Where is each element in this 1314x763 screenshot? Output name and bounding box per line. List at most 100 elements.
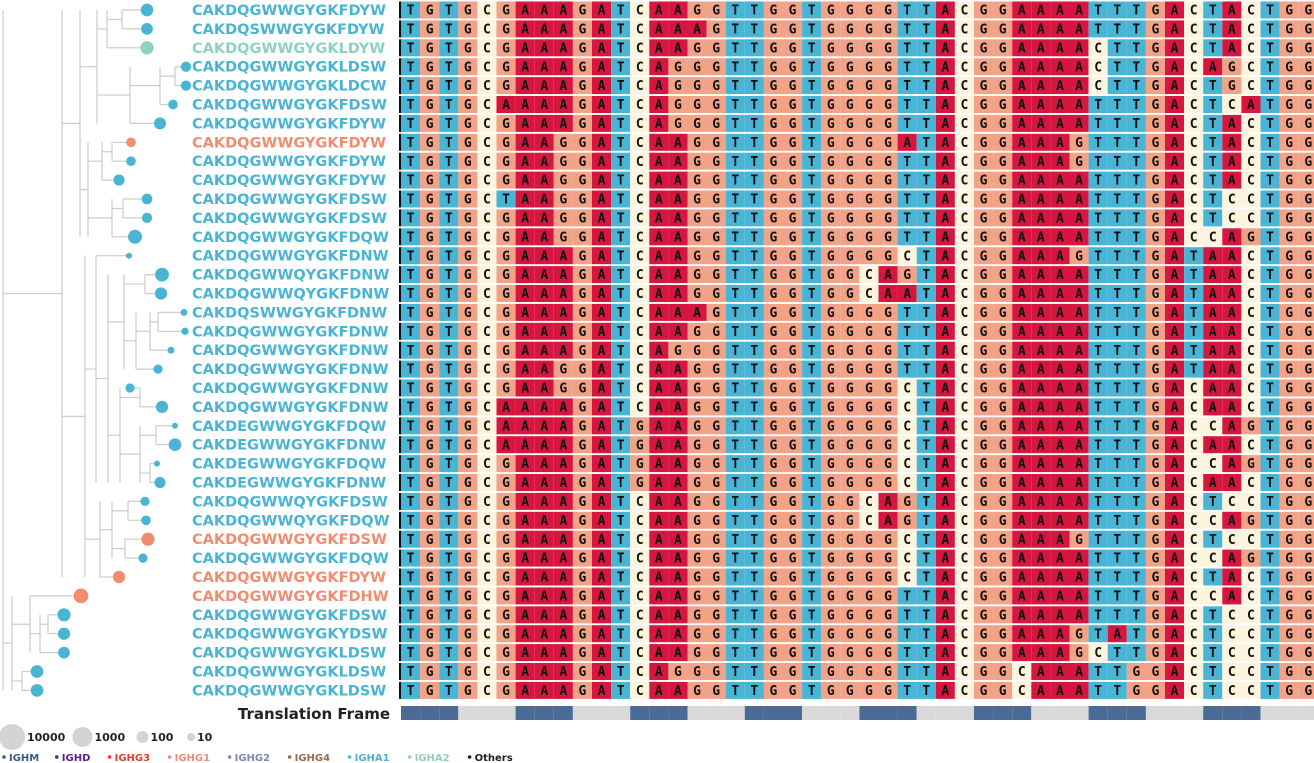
- nt-letter: A: [1171, 401, 1179, 416]
- cdr3-label: CAKDEGWWGYGKFDNW: [192, 476, 386, 492]
- nt-cell: [458, 133, 478, 151]
- nt-letter: G: [1152, 306, 1160, 321]
- nt-cell: [1107, 1, 1127, 19]
- nt-letter: G: [1152, 401, 1160, 416]
- nt-letter: C: [636, 4, 644, 19]
- nt-letter: C: [1190, 646, 1198, 661]
- nt-letter: A: [1056, 363, 1064, 378]
- nt-letter: G: [502, 155, 510, 170]
- nt-letter: G: [770, 249, 778, 264]
- nt-cell: [1031, 39, 1051, 57]
- nt-letter: C: [483, 684, 491, 699]
- nt-letter: T: [922, 230, 930, 245]
- nt-letter: T: [1094, 4, 1102, 19]
- nt-letter: G: [1247, 457, 1255, 472]
- nt-letter: T: [617, 419, 625, 434]
- nt-letter: G: [464, 665, 472, 680]
- nt-letter: T: [1094, 136, 1102, 151]
- nt-letter: T: [445, 476, 453, 491]
- nt-letter: G: [712, 457, 720, 472]
- nt-letter: G: [999, 665, 1007, 680]
- nt-cell: [1069, 341, 1089, 359]
- nt-letter: C: [636, 344, 644, 359]
- nt-letter: G: [579, 514, 587, 529]
- nt-letter: A: [540, 438, 548, 453]
- nt-letter: T: [617, 41, 625, 56]
- nt-letter: A: [521, 608, 529, 623]
- nt-letter: T: [1209, 608, 1217, 623]
- cdr3-label: CAKDQGWWGYGKFDYW: [192, 154, 386, 170]
- nt-letter: A: [598, 287, 606, 302]
- nt-letter: A: [1018, 590, 1026, 605]
- nt-cell: [1241, 285, 1261, 302]
- nt-letter: T: [1132, 60, 1140, 75]
- tree-node: [168, 438, 182, 452]
- nt-cell: [1012, 228, 1032, 246]
- size-legend-circle: [136, 731, 149, 743]
- nt-letter: G: [693, 665, 701, 680]
- nt-letter: T: [407, 571, 415, 586]
- nt-cell: [458, 247, 478, 265]
- nt-letter: A: [1075, 363, 1083, 378]
- nt-letter: A: [1228, 23, 1236, 38]
- nt-letter: G: [999, 363, 1007, 378]
- nt-letter: A: [559, 571, 567, 586]
- nt-letter: C: [1247, 41, 1255, 56]
- row-marker: [399, 228, 402, 246]
- nt-letter: T: [1266, 646, 1274, 661]
- nt-cell: [1088, 133, 1108, 151]
- nt-cell: [401, 39, 421, 57]
- nt-letter: G: [999, 325, 1007, 340]
- nt-cell: [840, 266, 860, 284]
- tree-node: [141, 532, 155, 546]
- nt-letter: A: [941, 476, 949, 491]
- nt-letter: A: [559, 325, 567, 340]
- nt-cell: [916, 322, 936, 340]
- nt-letter: T: [1209, 155, 1217, 170]
- nt-letter: T: [617, 155, 625, 170]
- nt-letter: A: [1056, 287, 1064, 302]
- nt-letter: G: [827, 23, 835, 38]
- lineage-tree: [2, 3, 192, 697]
- nt-cell: [763, 360, 783, 378]
- nt-letter: A: [1018, 476, 1026, 491]
- nt-letter: G: [693, 117, 701, 132]
- nt-cell: [668, 341, 688, 359]
- nt-letter: G: [980, 665, 988, 680]
- nt-cell: [744, 303, 764, 321]
- nt-cell: [611, 1, 631, 19]
- nt-letter: G: [1152, 249, 1160, 264]
- nt-letter: G: [827, 363, 835, 378]
- nt-letter: G: [712, 363, 720, 378]
- nt-letter: A: [655, 571, 663, 586]
- nt-letter: T: [808, 571, 816, 586]
- nt-cell: [1298, 209, 1314, 227]
- nt-cell: [553, 247, 573, 265]
- nt-letter: A: [1075, 174, 1083, 189]
- nt-cell: [1260, 285, 1280, 302]
- nt-letter: G: [999, 249, 1007, 264]
- nt-letter: A: [1228, 325, 1236, 340]
- nt-letter: G: [865, 684, 873, 699]
- nt-letter: G: [789, 212, 797, 227]
- nt-letter: A: [521, 79, 529, 94]
- nt-letter: A: [1018, 646, 1026, 661]
- nt-cell: [935, 228, 955, 246]
- nt-cell: [534, 303, 554, 321]
- nt-letter: C: [636, 495, 644, 510]
- nt-letter: G: [464, 363, 472, 378]
- nt-letter: T: [731, 230, 739, 245]
- nt-letter: G: [464, 590, 472, 605]
- nt-letter: A: [1171, 533, 1179, 548]
- nt-letter: A: [1056, 476, 1064, 491]
- nt-letter: C: [483, 363, 491, 378]
- nt-cell: [401, 285, 421, 302]
- nt-cell: [1107, 322, 1127, 340]
- nt-letter: T: [922, 401, 930, 416]
- nt-letter: T: [1113, 268, 1121, 283]
- nt-cell: [1203, 322, 1223, 340]
- nt-letter: G: [1304, 495, 1312, 510]
- row-marker: [399, 341, 402, 359]
- nt-cell: [706, 322, 726, 340]
- nt-letter: C: [636, 212, 644, 227]
